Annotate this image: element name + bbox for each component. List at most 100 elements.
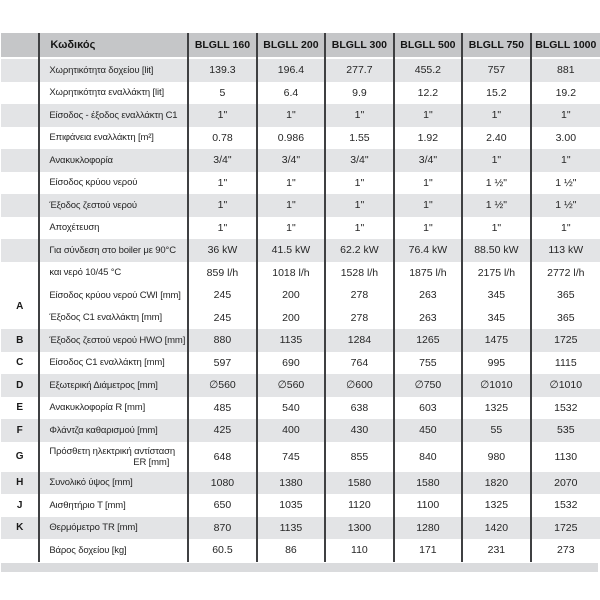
spec-value: ∅560: [256, 374, 327, 397]
spec-value: 6.4: [256, 81, 327, 104]
spec-value: 1875 l/h: [393, 261, 464, 284]
spec-value: 1": [325, 216, 395, 239]
spec-value: 1": [462, 104, 532, 127]
row-letter-empty: [1, 171, 41, 194]
spec-value: 1475: [462, 329, 532, 352]
spec-value: 1": [256, 194, 327, 217]
spec-row: Ανακυκλοφορία 3/4" 3/4" 3/4" 3/4" 1" 1": [1, 149, 600, 172]
spec-value: 648: [188, 441, 258, 472]
spec-label: Έξοδος ζεστού νερού HWO [mm]: [39, 329, 190, 352]
spec-value: 1035: [256, 494, 327, 517]
spec-value: 1": [462, 149, 532, 172]
model-header-blgll-750: BLGLL 750: [462, 33, 532, 58]
spec-row: Επιφάνεια εναλλάκτη [m²] 0.78 0.986 1.55 1.9…: [1, 126, 600, 149]
spec-value: 245: [188, 284, 258, 307]
spec-label: Εξωτερική Διάμετρος [mm]: [39, 374, 190, 397]
spec-row: Έξοδος C1 εναλλάκτη [mm] 245 200 278 263 345 3…: [1, 306, 600, 329]
row-letter-empty: [1, 149, 41, 172]
spec-value: 1130: [554, 450, 578, 463]
spec-value: 1": [188, 216, 258, 239]
spec-value: 1532: [554, 499, 578, 512]
spec-row: F Φλάντζα καθαρισμού [mm] 425 400 430 450 55 53…: [1, 419, 600, 442]
spec-value: 755: [393, 351, 464, 374]
row-letter: A: [1, 284, 41, 329]
row-letter: F: [1, 419, 41, 442]
spec-value: 1115: [554, 356, 577, 369]
spec-value: 60.5: [188, 539, 258, 562]
spec-value: 36 kW: [188, 239, 258, 262]
spec-value: 1280: [393, 516, 464, 539]
spec-value: 88.50 kW: [462, 239, 532, 262]
row-letter-empty: [1, 216, 41, 239]
spec-value: 540: [256, 396, 327, 419]
spec-label: Βάρος δοχείου [kg]: [39, 539, 190, 562]
spec-value: 171: [393, 539, 464, 562]
spec-value: 278: [325, 306, 395, 329]
spec-value: 9.9: [325, 81, 395, 104]
spec-value: 196.4: [256, 58, 327, 82]
spec-label: Φλάντζα καθαρισμού [mm]: [39, 419, 190, 442]
spec-value: 2.40: [462, 126, 532, 149]
spec-label: Επιφάνεια εναλλάκτη [m²]: [39, 126, 190, 149]
spec-value: 1": [256, 104, 327, 127]
row-letter: G: [1, 441, 41, 472]
model-header-blgll-200: BLGLL 200: [256, 33, 327, 58]
spec-value: 400: [256, 419, 327, 442]
spec-value: 1300: [325, 516, 395, 539]
spec-value: 1528 l/h: [325, 261, 395, 284]
spec-value: 41.5 kW: [256, 239, 327, 262]
spec-value: 840: [393, 441, 464, 472]
spec-value: 1420: [462, 516, 532, 539]
spec-value: 880: [188, 329, 258, 352]
spec-row: C Είσοδος C1 εναλλάκτη [mm] 597 690 764 755 99…: [1, 351, 600, 374]
model-header-blgll-300: BLGLL 300: [325, 33, 395, 58]
spec-row: Έξοδος ζεστού νερού 1" 1" 1" 1" 1 ½" 1 ½": [1, 194, 600, 217]
spec-label: Έξοδος ζεστού νερού: [39, 194, 190, 217]
spec-value: 1": [325, 171, 395, 194]
spec-value: 1": [462, 216, 532, 239]
spec-value: 1284: [325, 329, 395, 352]
spec-value: 425: [188, 419, 258, 442]
spec-value: 1": [561, 221, 571, 234]
spec-value: 19.2: [555, 86, 577, 99]
spec-value: 1265: [393, 329, 464, 352]
spec-label-line1: Πρόσθετη ηλεκτρική αντίσταση: [49, 445, 175, 457]
spec-value: 1": [561, 109, 571, 122]
spec-label-line2: ER [mm]: [133, 456, 170, 468]
spec-value: 0.986: [256, 126, 327, 149]
spec-label: Αισθητήριο T [mm]: [39, 494, 190, 517]
spec-value: 1": [393, 104, 464, 127]
row-letter: H: [1, 471, 41, 494]
spec-value: 2175 l/h: [462, 261, 532, 284]
spec-value: 870: [188, 516, 258, 539]
spec-value: ∅750: [393, 374, 464, 397]
model-header-blgll-500: BLGLL 500: [393, 33, 464, 58]
spec-value: ∅560: [188, 374, 258, 397]
spec-value: ∅1010: [462, 374, 532, 397]
spec-value: 455.2: [393, 58, 464, 82]
spec-label: Χωρητικότητα εναλλάκτη [lit]: [39, 81, 190, 104]
spec-value: 231: [462, 539, 532, 562]
spec-label: Είσοδος C1 εναλλάκτη [mm]: [39, 351, 190, 374]
spec-value: 430: [325, 419, 395, 442]
spec-value: 3.00: [555, 131, 577, 144]
spec-value: 1": [325, 104, 395, 127]
row-letter: E: [1, 396, 41, 419]
spec-value: 1120: [325, 494, 395, 517]
spec-row: K Θερμόμετρο TR [mm] 870 1135 1300 1280 1420 17…: [1, 516, 600, 539]
spec-value: 113 kW: [548, 244, 584, 257]
row-letter-empty: [1, 81, 41, 104]
spec-value: 55: [462, 419, 532, 442]
spec-value: 1725: [554, 521, 578, 534]
spec-value: 12.2: [393, 81, 464, 104]
spec-value: 365: [557, 311, 575, 324]
spec-label: Ανακυκλοφορία: [39, 149, 190, 172]
spec-label: Είσοδος - έξοδος εναλλάκτη C1: [39, 104, 190, 127]
spec-value: 450: [393, 419, 464, 442]
spec-value: 1135: [256, 329, 327, 352]
spec-value: 0.78: [188, 126, 258, 149]
spec-value: 3/4": [188, 149, 258, 172]
spec-value: 2070: [554, 476, 578, 489]
spec-row: J Αισθητήριο T [mm] 650 1035 1120 1100 1325 153…: [1, 494, 600, 517]
